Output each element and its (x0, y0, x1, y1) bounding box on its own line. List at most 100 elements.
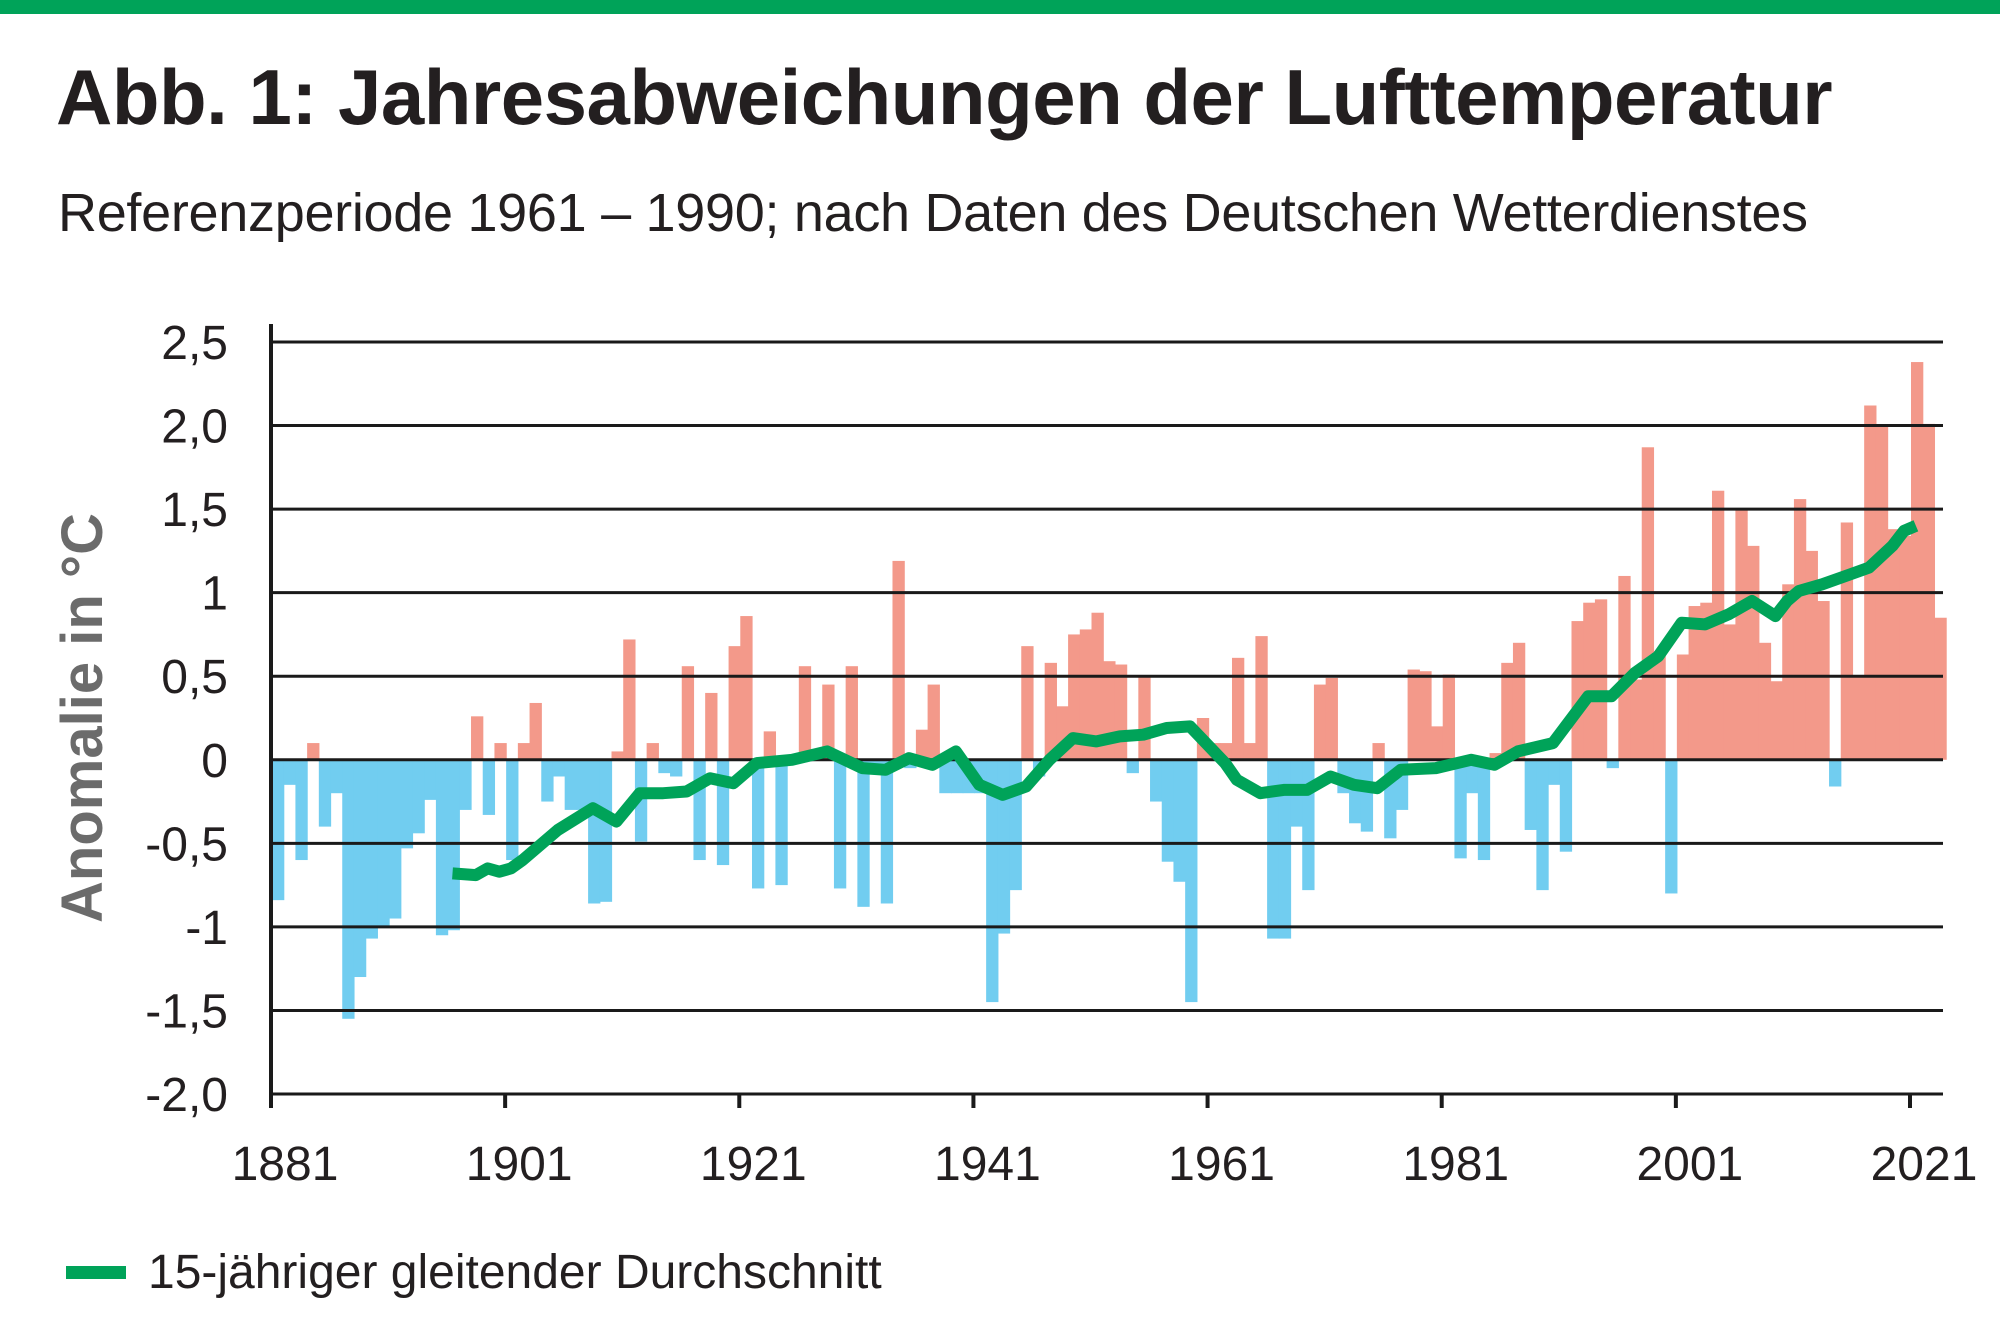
bar-1904 (541, 759, 554, 802)
x-tick-label-2001: 2001 (1636, 1138, 1743, 1191)
bar-1906 (564, 759, 577, 810)
bar-2007 (1747, 545, 1760, 760)
bar-1889 (365, 759, 378, 939)
x-tick-label-1981: 1981 (1402, 1138, 1509, 1191)
bar-1959 (1185, 759, 1198, 1003)
bar-1984 (1477, 759, 1491, 861)
bar-1930 (845, 666, 858, 760)
bar-1999 (1653, 651, 1666, 760)
bar-1942 (986, 759, 999, 1003)
bar-2017 (1864, 405, 1877, 760)
bar-1938 (939, 759, 952, 794)
bar-1896 (447, 759, 460, 931)
bar-1944 (1009, 759, 1022, 891)
bar-1981 (1442, 674, 1456, 760)
bar-1924 (775, 759, 788, 886)
bar-2002 (1688, 606, 1701, 760)
bar-1928 (822, 684, 835, 760)
bar-1893 (412, 759, 425, 834)
bar-1911 (623, 639, 636, 760)
y-tick-label-2,5: 2,5 (161, 317, 228, 370)
bar-1973 (1349, 759, 1362, 824)
bar-1993 (1583, 602, 1596, 760)
bar-1885 (318, 759, 332, 827)
y-tick-label--2,0: -2,0 (145, 1069, 228, 1122)
bar-1958 (1173, 759, 1186, 882)
bar-1969 (1302, 759, 1315, 891)
bar-1934 (892, 560, 905, 760)
bar-1947 (1044, 662, 1057, 760)
bar-1945 (1021, 646, 1034, 760)
x-tick-label-1881: 1881 (232, 1138, 339, 1191)
bar-1988 (1524, 759, 1537, 830)
bar-1949 (1068, 634, 1081, 760)
bar-1964 (1243, 743, 1256, 760)
bar-1887 (342, 759, 355, 1019)
bar-2020 (1899, 535, 1912, 760)
bar-1916 (681, 666, 695, 760)
bar-2023 (1934, 617, 1947, 760)
bar-1888 (353, 759, 367, 978)
bar-1903 (529, 702, 542, 760)
y-tick-label--0,5: -0,5 (145, 818, 228, 871)
bar-1923 (763, 731, 777, 760)
bar-1943 (997, 759, 1011, 934)
bar-1918 (705, 692, 718, 760)
bar-1954 (1126, 759, 1139, 774)
bar-2016 (1852, 676, 1865, 760)
accent-bar (0, 0, 2000, 14)
bar-1899 (482, 759, 496, 815)
bar-1901 (506, 759, 519, 861)
moving-average-line (452, 520, 1919, 882)
bar-2003 (1700, 602, 1713, 760)
x-tick-label-1961: 1961 (1168, 1138, 1275, 1191)
bar-2021 (1911, 362, 1924, 760)
bar-1985 (1489, 753, 1502, 760)
bar-1892 (400, 759, 414, 849)
bar-2011 (1793, 499, 1807, 760)
bar-1978 (1407, 669, 1420, 760)
bar-1965 (1255, 636, 1268, 760)
bar-1898 (471, 716, 484, 760)
bar-2010 (1782, 584, 1795, 760)
y-tick-label-2,0: 2,0 (161, 401, 228, 454)
bar-1979 (1419, 671, 1432, 760)
chart-title: Abb. 1: Jahresabweichungen der Lufttempe… (56, 53, 1833, 141)
bar-2013 (1817, 601, 1830, 760)
legend-line-swatch (66, 1266, 126, 1279)
y-tick-label-1: 1 (201, 568, 228, 621)
bar-1908 (588, 759, 601, 904)
bar-2005 (1723, 624, 1736, 760)
bar-1983 (1466, 759, 1479, 794)
bar-1900 (494, 743, 507, 760)
legend-label: 15-jähriger gleitender Durchschnitt (148, 1246, 882, 1299)
bar-1967 (1278, 759, 1292, 939)
bar-2006 (1735, 509, 1748, 760)
bar-1884 (307, 743, 320, 760)
bar-2009 (1770, 681, 1783, 760)
bar-1995 (1606, 759, 1619, 769)
bar-1886 (330, 759, 343, 794)
bar-1966 (1267, 759, 1280, 939)
bar-1994 (1594, 599, 1608, 760)
bar-1955 (1138, 676, 1151, 760)
bar-2015 (1840, 522, 1854, 760)
bar-1910 (611, 751, 624, 760)
bar-1914 (658, 759, 671, 774)
bar-1936 (915, 729, 929, 760)
bar-1895 (435, 759, 449, 936)
y-tick-label--1: -1 (185, 902, 228, 955)
bar-1997 (1630, 679, 1643, 760)
x-tick-label-1901: 1901 (466, 1138, 573, 1191)
bar-1982 (1454, 759, 1467, 859)
bar-1913 (646, 743, 659, 760)
bar-1992 (1571, 621, 1584, 760)
x-tick-label-1941: 1941 (934, 1138, 1041, 1191)
y-axis-label: Anomalie in °C (50, 513, 115, 923)
y-tick-label-1,5: 1,5 (161, 484, 228, 537)
bar-2019 (1887, 529, 1900, 760)
bar-1902 (517, 743, 531, 760)
bar-2012 (1805, 550, 1818, 760)
bar-1921 (740, 616, 753, 760)
